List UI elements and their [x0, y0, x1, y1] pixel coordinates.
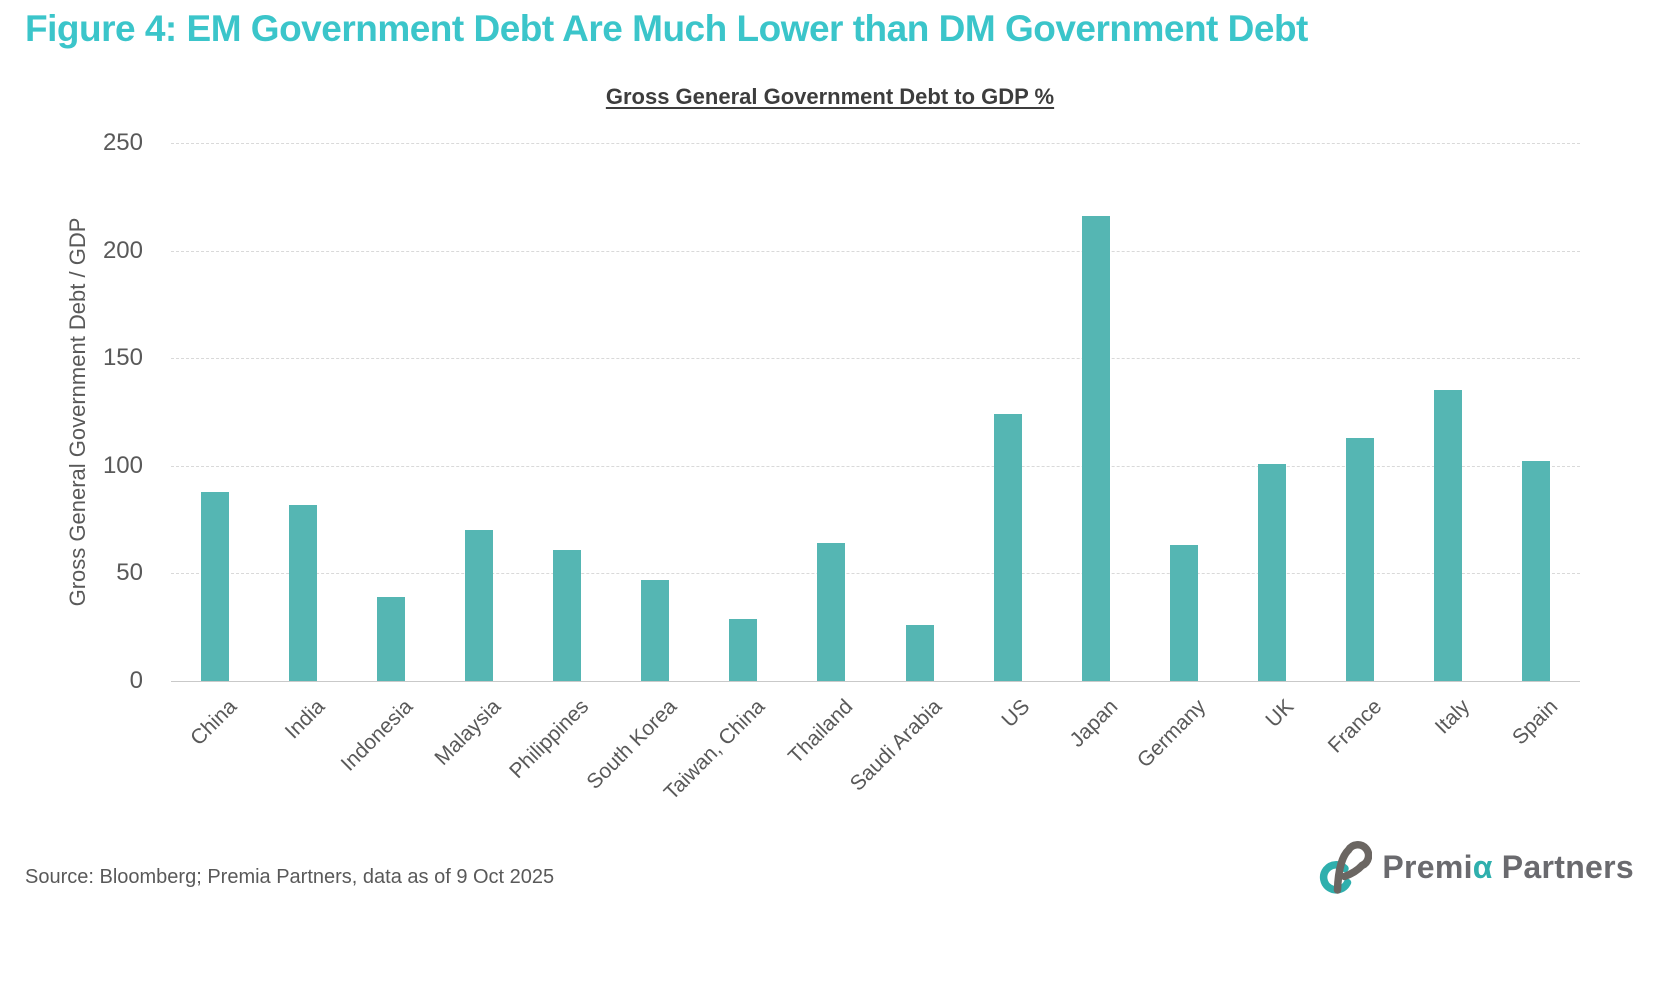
logo-text-premi: Premi: [1382, 848, 1473, 885]
bar: [1433, 390, 1462, 681]
bar: [1521, 461, 1550, 681]
bar: [465, 530, 494, 681]
bar: [641, 579, 670, 681]
logo-wordmark: Premiα Partners: [1382, 849, 1634, 886]
bar: [289, 504, 318, 681]
figure-title: Figure 4: EM Government Debt Are Much Lo…: [25, 8, 1308, 49]
logo-text-partners: Partners: [1501, 848, 1634, 885]
gridline-250: [171, 143, 1580, 144]
bar: [1345, 437, 1374, 681]
x-axis-line: [171, 681, 1580, 682]
bar: [1257, 463, 1286, 681]
bar: [905, 625, 934, 681]
bar: [553, 549, 582, 681]
gridline-150: [171, 358, 1580, 360]
bar: [729, 618, 758, 681]
bar: [1169, 545, 1198, 681]
bar: [817, 543, 846, 681]
figure-page: { "figure_title": "Figure 4: EM Governme…: [25, 8, 1634, 896]
bar: [1081, 216, 1110, 681]
gridline-100: [171, 465, 1580, 467]
gridline-50: [171, 573, 1580, 575]
source-note: Source: Bloomberg; Premia Partners, data…: [25, 866, 555, 888]
x-category-label: China: [186, 695, 242, 751]
y-tick-label: 150: [102, 344, 143, 372]
premia-logo-icon: [1318, 838, 1382, 896]
chart-title: Gross General Government Debt to GDP %: [605, 84, 1055, 109]
bar: [377, 597, 406, 681]
y-tick-label: 250: [102, 129, 143, 156]
y-tick-label: 0: [129, 667, 143, 694]
y-axis-title: Gross General Government Debt / GDP: [65, 217, 90, 607]
bar: [201, 491, 230, 681]
y-tick-label: 50: [116, 559, 143, 587]
y-tick-label: 200: [102, 236, 143, 264]
logo-alpha-glyph: α: [1472, 848, 1493, 885]
gridline-200: [171, 250, 1580, 252]
premia-partners-logo: Premiα Partners: [1318, 838, 1634, 896]
y-tick-label: 100: [102, 451, 143, 479]
bar: [993, 414, 1022, 681]
